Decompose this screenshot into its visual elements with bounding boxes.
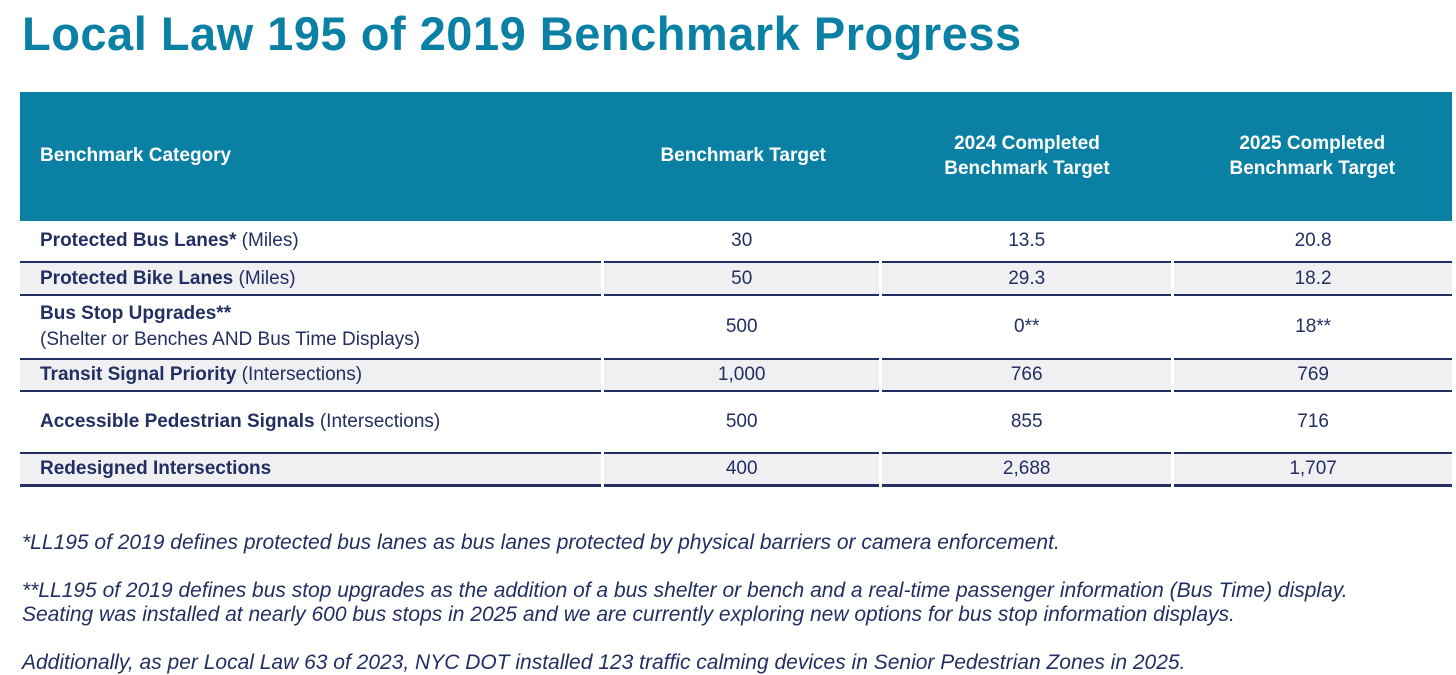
category-line: Bus Stop Upgrades** (40, 301, 231, 327)
category-unit: (Miles) (236, 230, 299, 252)
header-label: Benchmark Target (660, 145, 826, 167)
completed-2024-cell: 13.5 (882, 221, 1172, 263)
header-benchmark-category: Benchmark Category (20, 144, 605, 169)
category-line: Accessible Pedestrian Signals (Intersect… (40, 409, 440, 435)
table-row: Protected Bike Lanes (Miles) 50 29.3 18.… (20, 263, 1452, 296)
page-title: Local Law 195 of 2019 Benchmark Progress (22, 7, 1022, 60)
completed-2024-cell: 29.3 (882, 263, 1172, 296)
category-cell: Accessible Pedestrian Signals (Intersect… (20, 392, 602, 454)
header-benchmark-target: Benchmark Target (605, 144, 882, 169)
footnote-traffic-calming: Additionally, as per Local Law 63 of 202… (22, 651, 1446, 675)
completed-2024-cell: 2,688 (882, 454, 1172, 487)
footnote-line: *LL195 of 2019 defines protected bus lan… (22, 531, 1060, 554)
target-cell: 30 (604, 221, 880, 263)
header-2024-completed: 2024 Completed Benchmark Target (882, 132, 1173, 181)
category-line: Protected Bike Lanes (Miles) (40, 266, 296, 292)
benchmark-table: Benchmark Category Benchmark Target 2024… (20, 92, 1452, 487)
table-row: Bus Stop Upgrades** (Shelter or Benches … (20, 296, 1452, 360)
category-unit: (Miles) (233, 267, 296, 289)
category-subline: (Shelter or Benches AND Bus Time Display… (40, 329, 421, 350)
footnote-line: Additionally, as per Local Law 63 of 202… (22, 650, 1186, 674)
completed-2024-cell: 0** (882, 296, 1172, 360)
completed-2025-cell: 18** (1174, 296, 1452, 360)
table-row: Protected Bus Lanes* (Miles) 30 13.5 20.… (20, 221, 1452, 263)
table-row: Redesigned Intersections 400 2,688 1,707 (20, 454, 1452, 487)
footnotes-section: *LL195 of 2019 defines protected bus lan… (22, 531, 1446, 675)
footnote-bus-stop-upgrades: **LL195 of 2019 defines bus stop upgrade… (22, 579, 1446, 627)
completed-2025-cell: 716 (1174, 392, 1452, 454)
category-cell: Bus Stop Upgrades** (Shelter or Benches … (20, 296, 602, 360)
footnote-line: Seating was installed at nearly 600 bus … (22, 602, 1235, 626)
category-name: Transit Signal Priority (40, 364, 237, 386)
target-cell: 500 (604, 296, 880, 360)
header-label: 2025 Completed Benchmark Target (1229, 132, 1395, 179)
category-unit: (Intersections) (236, 364, 363, 386)
category-line: Protected Bus Lanes* (Miles) (40, 228, 299, 254)
completed-2025-cell: 18.2 (1174, 263, 1452, 296)
header-2025-completed: 2025 Completed Benchmark Target (1172, 132, 1452, 181)
category-cell: Protected Bike Lanes (Miles) (20, 263, 602, 296)
header-label: 2024 Completed Benchmark Target (944, 132, 1110, 179)
target-cell: 50 (604, 263, 880, 296)
target-cell: 400 (604, 454, 880, 487)
category-name: Protected Bike Lanes (40, 267, 234, 289)
category-cell: Redesigned Intersections (20, 454, 602, 487)
footnote-line: **LL195 of 2019 defines bus stop upgrade… (22, 578, 1348, 602)
category-name: Accessible Pedestrian Signals (40, 411, 315, 433)
category-name: Bus Stop Upgrades** (40, 303, 232, 325)
category-cell: Transit Signal Priority (Intersections) (20, 360, 602, 392)
completed-2025-cell: 1,707 (1174, 454, 1452, 487)
completed-2024-cell: 855 (882, 392, 1172, 454)
target-cell: 1,000 (604, 360, 880, 392)
category-line: Transit Signal Priority (Intersections) (40, 362, 362, 388)
completed-2025-cell: 769 (1174, 360, 1452, 392)
category-cell: Protected Bus Lanes* (Miles) (20, 221, 602, 263)
table-header-row: Benchmark Category Benchmark Target 2024… (20, 92, 1452, 221)
category-name: Protected Bus Lanes* (40, 230, 237, 252)
category-name: Redesigned Intersections (40, 458, 272, 480)
table-row: Transit Signal Priority (Intersections) … (20, 360, 1452, 392)
target-cell: 500 (604, 392, 880, 454)
footnote-protected-bus-lanes: *LL195 of 2019 defines protected bus lan… (22, 531, 1446, 555)
category-unit: (Intersections) (314, 411, 441, 433)
completed-2025-cell: 20.8 (1174, 221, 1452, 263)
table-row: Accessible Pedestrian Signals (Intersect… (20, 392, 1452, 454)
header-label: Benchmark Category (40, 145, 232, 167)
completed-2024-cell: 766 (882, 360, 1172, 392)
category-line: Redesigned Intersections (40, 456, 271, 482)
